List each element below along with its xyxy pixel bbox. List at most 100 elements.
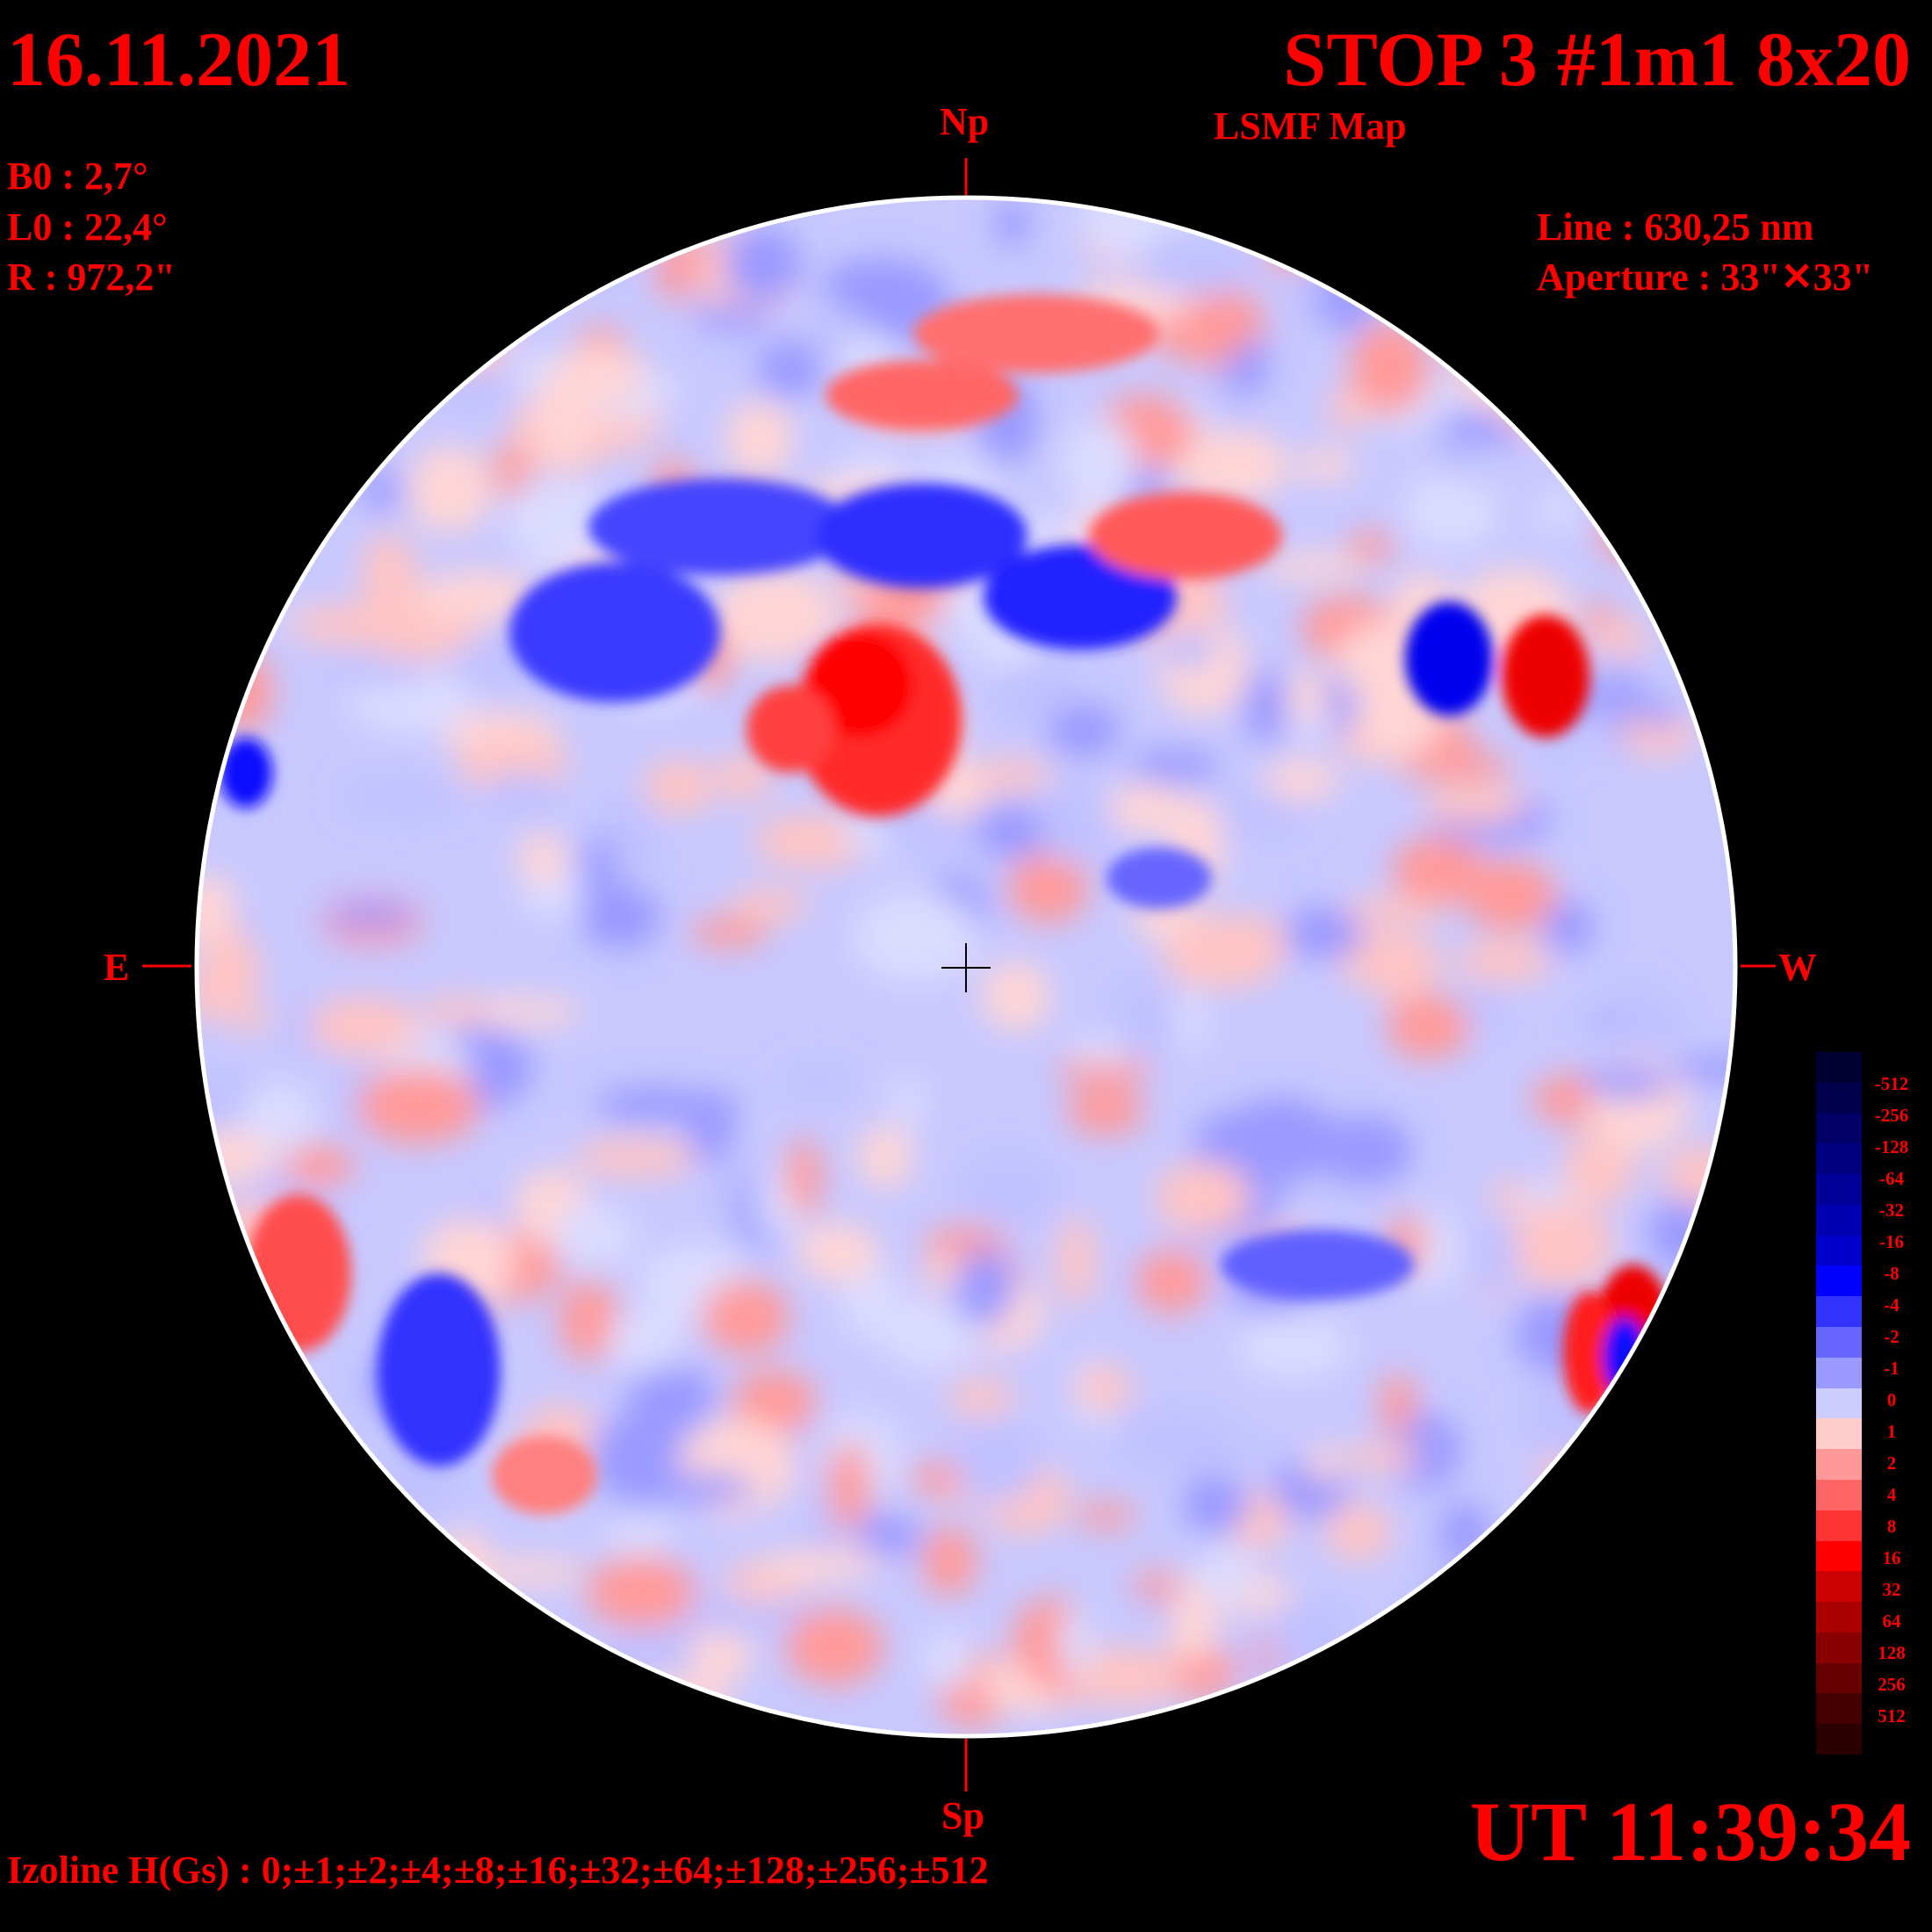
field-patch	[1676, 513, 1733, 579]
field-patch	[1580, 447, 1638, 508]
field-feature	[746, 685, 834, 773]
field-patch	[1172, 988, 1208, 1053]
field-patch	[269, 286, 309, 320]
field-patch	[1316, 1114, 1414, 1187]
field-patch	[1641, 1317, 1735, 1366]
colorbar-segment	[1816, 1418, 1862, 1450]
field-patch	[1243, 667, 1288, 746]
field-patch	[1615, 1622, 1719, 1685]
colorbar-label: -8	[1884, 1263, 1900, 1284]
colorbar-segment	[1816, 1357, 1862, 1389]
field-patch	[278, 349, 394, 406]
field-patch	[1670, 1055, 1735, 1082]
field-patch	[1421, 785, 1528, 824]
field-feature	[588, 479, 852, 575]
east-label: E	[104, 946, 130, 989]
field-patch	[1062, 417, 1137, 513]
field-patch	[1697, 1351, 1735, 1388]
field-feature	[825, 360, 1019, 430]
colorbar-label: 128	[1878, 1642, 1906, 1663]
colorbar-label: 1	[1886, 1421, 1897, 1442]
colorbar-segment	[1816, 1724, 1862, 1755]
field-patch	[607, 1309, 682, 1373]
colorbar-label: 512	[1878, 1705, 1906, 1727]
field-patch	[1154, 1161, 1251, 1234]
field-patch	[1379, 1373, 1417, 1434]
field-patch	[328, 385, 372, 419]
field-patch	[1653, 1377, 1698, 1453]
field-patch	[1454, 941, 1552, 984]
field-patch	[724, 400, 795, 477]
field-feature	[492, 1436, 597, 1515]
colorbar-label: -256	[1874, 1105, 1909, 1126]
west-label: W	[1778, 946, 1817, 989]
field-patch	[1474, 1219, 1518, 1298]
colorbar-segment	[1816, 1571, 1862, 1603]
field-patch	[478, 1558, 586, 1586]
field-patch	[237, 239, 345, 276]
field-patch	[948, 1379, 1015, 1417]
aperture-label: Aperture : 33"✕33"	[1537, 256, 1874, 299]
field-patch	[270, 1477, 359, 1559]
field-feature	[1107, 847, 1212, 909]
field-patch	[784, 1607, 884, 1686]
field-patch	[197, 205, 234, 251]
colorbar-label: 64	[1882, 1611, 1901, 1632]
field-patch	[1132, 1572, 1183, 1600]
field-patch	[717, 753, 774, 802]
field-patch	[1284, 905, 1366, 960]
field-patch	[1639, 1352, 1735, 1436]
field-patch	[911, 1462, 962, 1496]
field-patch	[534, 378, 598, 462]
field-patch	[266, 386, 376, 431]
colorbar-label: -1	[1884, 1358, 1900, 1379]
field-feature	[378, 1273, 501, 1467]
field-patch	[526, 509, 594, 578]
field-patch	[1108, 783, 1186, 834]
field-patch	[881, 1297, 978, 1372]
field-patch	[1561, 1133, 1636, 1205]
field-patch	[1597, 504, 1692, 563]
field-patch	[1059, 1608, 1093, 1677]
field-patch	[1290, 714, 1333, 739]
center-crosshair-icon	[941, 943, 991, 992]
colorbar-segment	[1816, 1449, 1862, 1481]
field-patch	[1304, 1447, 1342, 1481]
field-patch	[1620, 710, 1696, 758]
field-patch	[1075, 1503, 1137, 1529]
field-patch	[1414, 1663, 1473, 1736]
colorbar-label: -4	[1884, 1294, 1900, 1316]
colorbar-label: -128	[1874, 1136, 1909, 1157]
colorbar-segment	[1816, 1204, 1862, 1236]
field-patch	[752, 813, 876, 869]
field-feature	[808, 632, 913, 738]
colorbar-label: -16	[1879, 1231, 1904, 1252]
field-patch	[852, 890, 980, 984]
field-feature	[1405, 602, 1493, 716]
field-feature	[1563, 1291, 1616, 1414]
field-patch	[1114, 979, 1178, 1061]
field-patch	[729, 889, 810, 922]
field-patch	[265, 335, 357, 409]
field-patch	[570, 212, 632, 243]
field-patch	[1007, 852, 1090, 924]
field-patch	[1535, 490, 1580, 531]
field-patch	[796, 1222, 881, 1282]
field-patch	[702, 1280, 789, 1355]
field-patch	[1468, 980, 1502, 1035]
field-feature	[1603, 1317, 1647, 1396]
field-patch	[407, 444, 493, 534]
field-patch	[1694, 301, 1734, 387]
field-patch	[1159, 629, 1217, 669]
field-patch	[1135, 1249, 1209, 1315]
colorbar-segment	[1816, 1296, 1862, 1328]
field-patch	[462, 998, 584, 1027]
field-patch	[1607, 981, 1667, 1072]
field-patch	[1464, 860, 1557, 932]
field-patch	[425, 207, 548, 294]
field-patch	[1387, 994, 1470, 1059]
north-pole-label: Np	[940, 100, 990, 143]
field-patch	[1660, 1552, 1735, 1590]
colorbar-segment	[1816, 1235, 1862, 1266]
field-patch	[688, 1106, 736, 1165]
